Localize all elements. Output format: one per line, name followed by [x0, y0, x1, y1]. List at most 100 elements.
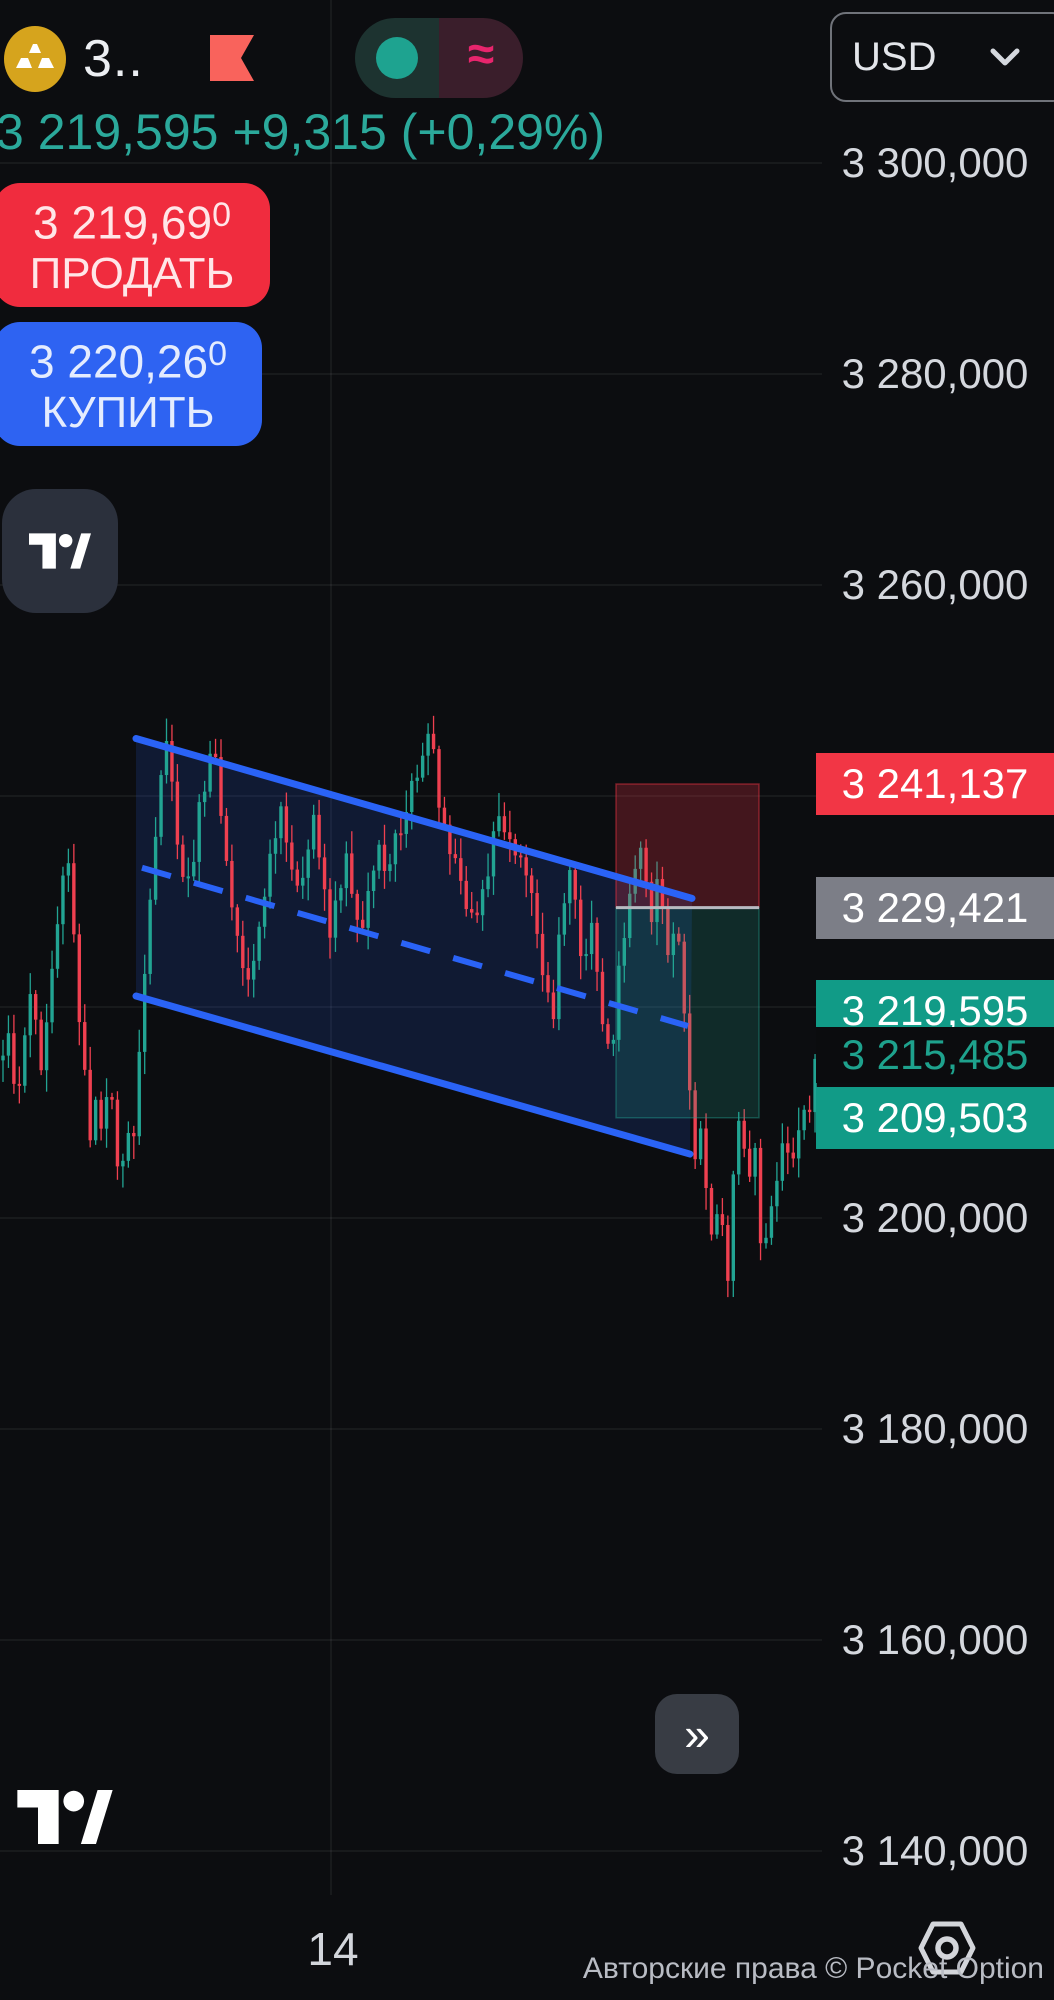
candle-body [622, 938, 626, 966]
candle-body [764, 1237, 768, 1244]
candle-body [252, 960, 256, 980]
candle-body [132, 1132, 136, 1137]
time-axis-label: 14 [307, 1923, 359, 1975]
candle-body [644, 847, 648, 882]
candle-body [197, 802, 201, 862]
candle-body [137, 1051, 141, 1137]
candle-body [213, 753, 218, 758]
buy-button[interactable]: 3 220,260 КУПИТЬ [0, 322, 262, 446]
sell-price: 3 219,69 [33, 196, 213, 249]
candle-body [562, 903, 567, 935]
candle-body [502, 816, 507, 833]
candle-body [44, 1022, 49, 1071]
candle-body [747, 1148, 752, 1177]
candle-body [175, 781, 180, 845]
candle-body [671, 933, 676, 956]
candle-wick [471, 891, 473, 919]
tradingview-logo-button[interactable] [2, 489, 118, 613]
candle-body [399, 833, 403, 836]
candle-body [524, 857, 528, 876]
channel-middle-dashed-line[interactable] [141, 864, 689, 1029]
candle-body [311, 814, 316, 850]
candle-body [333, 900, 338, 938]
candle-body [317, 814, 321, 858]
candle-body [371, 870, 376, 891]
candle-body [677, 933, 681, 942]
price-badge-stop-loss: 3 241,137 [816, 753, 1054, 815]
channel-bottom-line[interactable] [132, 992, 694, 1158]
collapse-panel-button[interactable]: » [655, 1694, 739, 1774]
candle-body [34, 994, 38, 1020]
candle-body [153, 836, 158, 900]
candle-body [393, 833, 398, 865]
candle-body [404, 811, 408, 834]
candle-body [431, 733, 436, 750]
position-profit-zone[interactable] [615, 906, 760, 1119]
candle-body [1, 1055, 5, 1061]
chart-style-toggle[interactable]: ≈ [355, 18, 523, 98]
candle-body [12, 1033, 16, 1084]
candle-body [361, 919, 365, 928]
candle-body [55, 924, 60, 969]
price-tick-label: 3 160,000 [841, 1616, 1029, 1663]
price-tick-label: 3 140,000 [841, 1827, 1029, 1874]
candle-body [459, 858, 463, 881]
candle-body [121, 1160, 125, 1167]
symbol-selector[interactable]: 3.. [3, 25, 203, 93]
candle-body [88, 1069, 92, 1141]
price-badge-entry: 3 229,421 [816, 876, 1054, 939]
header-price-line: 3 219,595 +9,315 (+0,29%) [0, 103, 619, 161]
price-change-text: +9,315 [232, 104, 387, 160]
candle-body [638, 847, 643, 869]
candle-body [339, 888, 343, 901]
candle-body [529, 875, 534, 894]
candle-body [192, 861, 196, 877]
candle-body [99, 1099, 103, 1129]
candle-body [546, 975, 550, 993]
candle-body [126, 1132, 131, 1161]
candle-body [268, 853, 272, 897]
candle-body [475, 912, 479, 916]
pocket-option-logo-icon [918, 1921, 976, 1975]
candle-body [497, 816, 501, 832]
candle-body [606, 1024, 610, 1044]
candle-body [284, 806, 289, 843]
sell-button[interactable]: 3 219,690 ПРОДАТЬ [0, 183, 270, 307]
currency-select[interactable]: USD [830, 12, 1054, 102]
candle-body [426, 733, 430, 756]
candle-body [437, 749, 441, 808]
candle-body [737, 1120, 741, 1175]
price-badge-mark-price: 3 215,485 [816, 1026, 1054, 1083]
sell-label: ПРОДАТЬ [29, 248, 235, 298]
candle-body [813, 1058, 817, 1113]
position-stop-zone[interactable] [615, 783, 760, 909]
candle-body [715, 1214, 719, 1235]
candle-body [246, 968, 250, 980]
coral-flag-icon[interactable] [210, 35, 254, 81]
channel-top-line[interactable] [132, 735, 696, 902]
dot-icon [376, 37, 418, 79]
candle-body [595, 922, 599, 972]
candle-body [322, 857, 327, 890]
candle-body [170, 741, 174, 782]
tradingview-attribution-icon[interactable] [12, 1790, 118, 1844]
candle-body [104, 1097, 109, 1129]
candle-body [28, 994, 32, 1036]
candle-body [355, 893, 359, 920]
candle-body [224, 815, 229, 861]
candle-body [791, 1152, 795, 1159]
candle-body [110, 1097, 114, 1100]
candle-wick [111, 1092, 113, 1110]
currency-value: USD [852, 34, 937, 79]
buy-price: 3 220,26 [29, 335, 209, 388]
candle-body [382, 844, 387, 871]
candle-body [600, 971, 605, 1025]
toggle-candles-side[interactable] [355, 18, 439, 98]
candle-body [159, 775, 163, 837]
candle-body [682, 941, 686, 1014]
toggle-line-side[interactable]: ≈ [439, 18, 523, 98]
candle-body [617, 965, 621, 1040]
price-tick-label: 3 300,000 [841, 139, 1029, 186]
